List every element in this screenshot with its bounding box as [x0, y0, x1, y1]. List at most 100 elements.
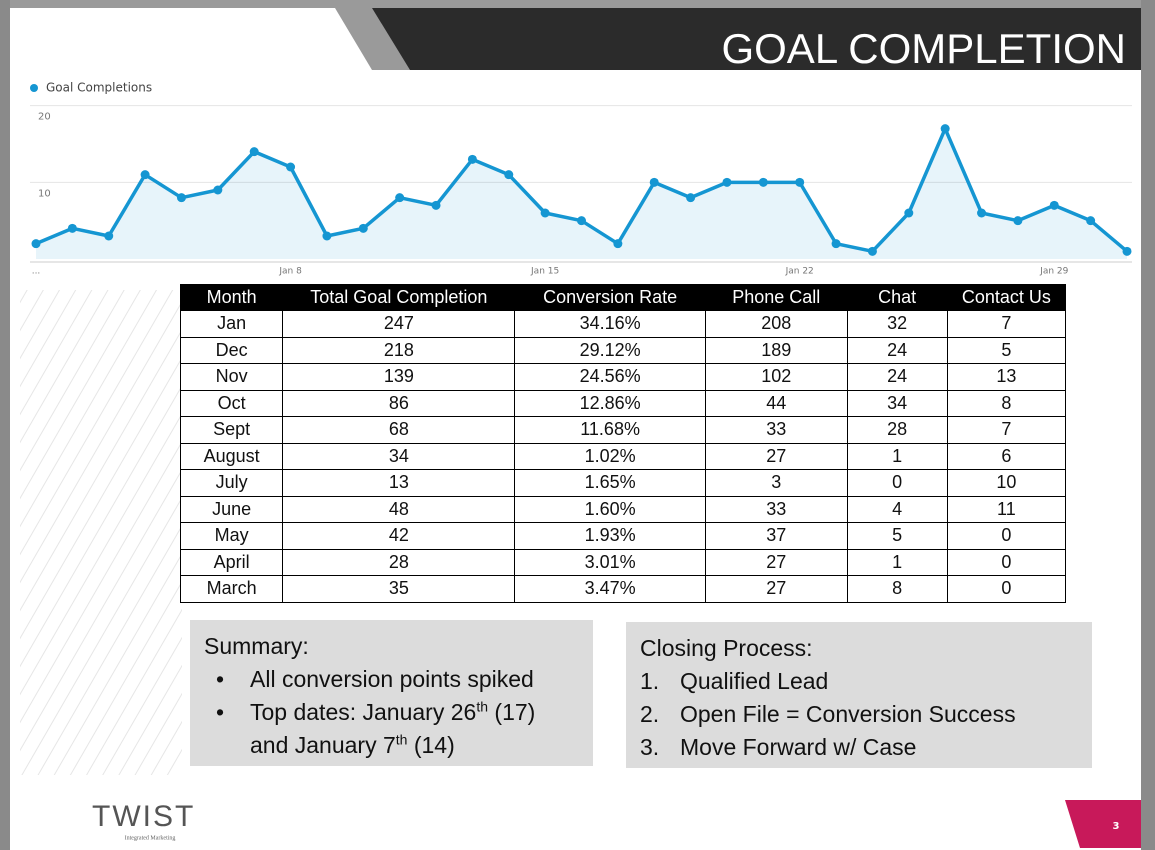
step-text: Qualified Lead	[680, 668, 829, 694]
point	[649, 177, 659, 187]
table-row: August 34 1.02% 27 1 6	[179, 442, 1067, 470]
x-tick-label: ...	[32, 267, 41, 277]
summary-box: Summary: All conversion points spiked Top…	[190, 620, 593, 766]
summary-item: All conversion points spiked	[216, 663, 579, 696]
column-header: Conversion Rate	[514, 284, 706, 311]
point	[358, 223, 368, 233]
summary-text: th	[395, 731, 408, 748]
table-cell: 5	[946, 336, 1067, 364]
table-cell: 33	[704, 416, 848, 444]
point	[504, 170, 514, 180]
table-cell: 247	[282, 310, 516, 338]
point	[1013, 216, 1023, 226]
summary-text: (14)	[407, 732, 455, 758]
table-cell: 24	[846, 336, 948, 364]
point	[176, 193, 186, 203]
page-number: 3	[1113, 821, 1120, 832]
point	[104, 231, 114, 241]
table-row: Jan 247 34.16% 208 32 7	[179, 310, 1067, 338]
table-cell: 24.56%	[514, 363, 706, 391]
table-cell: 5	[846, 522, 948, 550]
table-cell: July	[179, 469, 284, 497]
step-number: 3.	[640, 734, 660, 760]
point	[686, 193, 696, 203]
table-cell: 34	[846, 389, 948, 417]
data-table: Month Total Goal Completion Conversion Rat…	[179, 284, 1067, 603]
line-chart: 10 20... Jan 8 Jan 15 Jan 22 Jan 29 Goal Compl…	[30, 81, 1132, 277]
table-row: April 28 3.01% 27 1 0	[179, 548, 1067, 576]
top-border	[10, 0, 1141, 8]
closing-item: 2. Open File = Conversion Success	[640, 698, 1078, 731]
table-row: Sept 68 11.68% 33 28 7	[179, 416, 1067, 444]
table-cell: 0	[946, 548, 1067, 576]
y-tick-label: 10	[38, 188, 51, 199]
column-header: Month	[179, 284, 284, 311]
table-cell: Oct	[179, 389, 284, 417]
table-cell: 1	[846, 442, 948, 470]
table-cell: 11	[946, 495, 1067, 523]
table-cell: 1.93%	[514, 522, 706, 550]
table-cell: 3.01%	[514, 548, 706, 576]
column-header: Contact Us	[946, 284, 1067, 311]
point	[249, 147, 259, 157]
point	[904, 208, 914, 218]
table-cell: Jan	[179, 310, 284, 338]
table-cell: 1.65%	[514, 469, 706, 497]
table-cell: April	[179, 548, 284, 576]
table-cell: August	[179, 442, 284, 470]
table-cell: 13	[946, 363, 1067, 391]
point	[613, 239, 623, 249]
page-number-tab	[1065, 800, 1141, 848]
point	[1049, 200, 1059, 210]
table-cell: 44	[704, 389, 848, 417]
table-cell: 12.86%	[514, 389, 706, 417]
table-cell: Sept	[179, 416, 284, 444]
table-cell: 28	[282, 548, 516, 576]
table-cell: 86	[282, 389, 516, 417]
legend-label: Goal Completions	[46, 81, 152, 95]
table-cell: May	[179, 522, 284, 550]
point	[977, 208, 987, 218]
point	[67, 223, 77, 233]
table-cell: 208	[704, 310, 848, 338]
table-cell: 28	[846, 416, 948, 444]
hatch-pattern	[20, 290, 182, 775]
closing-item: 3. Move Forward w/ Case	[640, 731, 1078, 764]
table-row: Nov 139 24.56% 102 24 13	[179, 363, 1067, 391]
table-cell: 0	[846, 469, 948, 497]
closing-box: Closing Process: 1. Qualified Lead 2. Open …	[626, 622, 1092, 768]
column-header: Total Goal Completion	[282, 284, 516, 311]
table-cell: 139	[282, 363, 516, 391]
table-cell: 42	[282, 522, 516, 550]
table-cell: 6	[946, 442, 1067, 470]
point	[395, 193, 405, 203]
point	[31, 239, 41, 249]
closing-item: 1. Qualified Lead	[640, 665, 1078, 698]
point	[1086, 216, 1096, 226]
step-number: 2.	[640, 701, 660, 727]
slide-title: GOAL COMPLETION	[721, 25, 1126, 72]
point	[1122, 246, 1132, 256]
x-tick-label: Jan 22	[785, 267, 814, 277]
legend-marker	[30, 84, 38, 92]
x-tick-label: Jan 8	[278, 267, 302, 277]
table-cell: 37	[704, 522, 848, 550]
banner	[372, 8, 1141, 70]
table-cell: 8	[946, 389, 1067, 417]
table-cell: 7	[946, 416, 1067, 444]
logo-tagline: Integrated Marketing	[125, 835, 176, 841]
table-cell: 27	[704, 575, 848, 603]
table-cell: 7	[946, 310, 1067, 338]
left-border	[0, 0, 10, 850]
table-cell: 33	[704, 495, 848, 523]
point	[431, 200, 441, 210]
table-cell: 8	[846, 575, 948, 603]
table-cell: 3	[704, 469, 848, 497]
table-cell: 68	[282, 416, 516, 444]
point	[540, 208, 550, 218]
table-cell: 27	[704, 442, 848, 470]
table-cell: 35	[282, 575, 516, 603]
summary-text: All conversion points spiked	[250, 666, 534, 692]
point	[140, 170, 150, 180]
